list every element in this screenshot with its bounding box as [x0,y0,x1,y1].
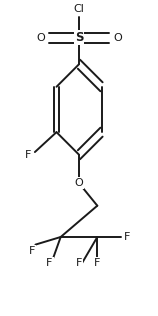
Text: F: F [46,258,53,268]
Text: O: O [36,33,45,43]
Text: O: O [113,33,122,43]
Text: S: S [75,31,83,44]
Text: F: F [76,258,82,268]
Text: O: O [75,178,83,188]
Text: F: F [94,258,100,268]
Text: F: F [25,150,32,160]
Text: F: F [124,232,130,242]
Text: F: F [28,246,35,256]
Text: Cl: Cl [74,4,84,14]
